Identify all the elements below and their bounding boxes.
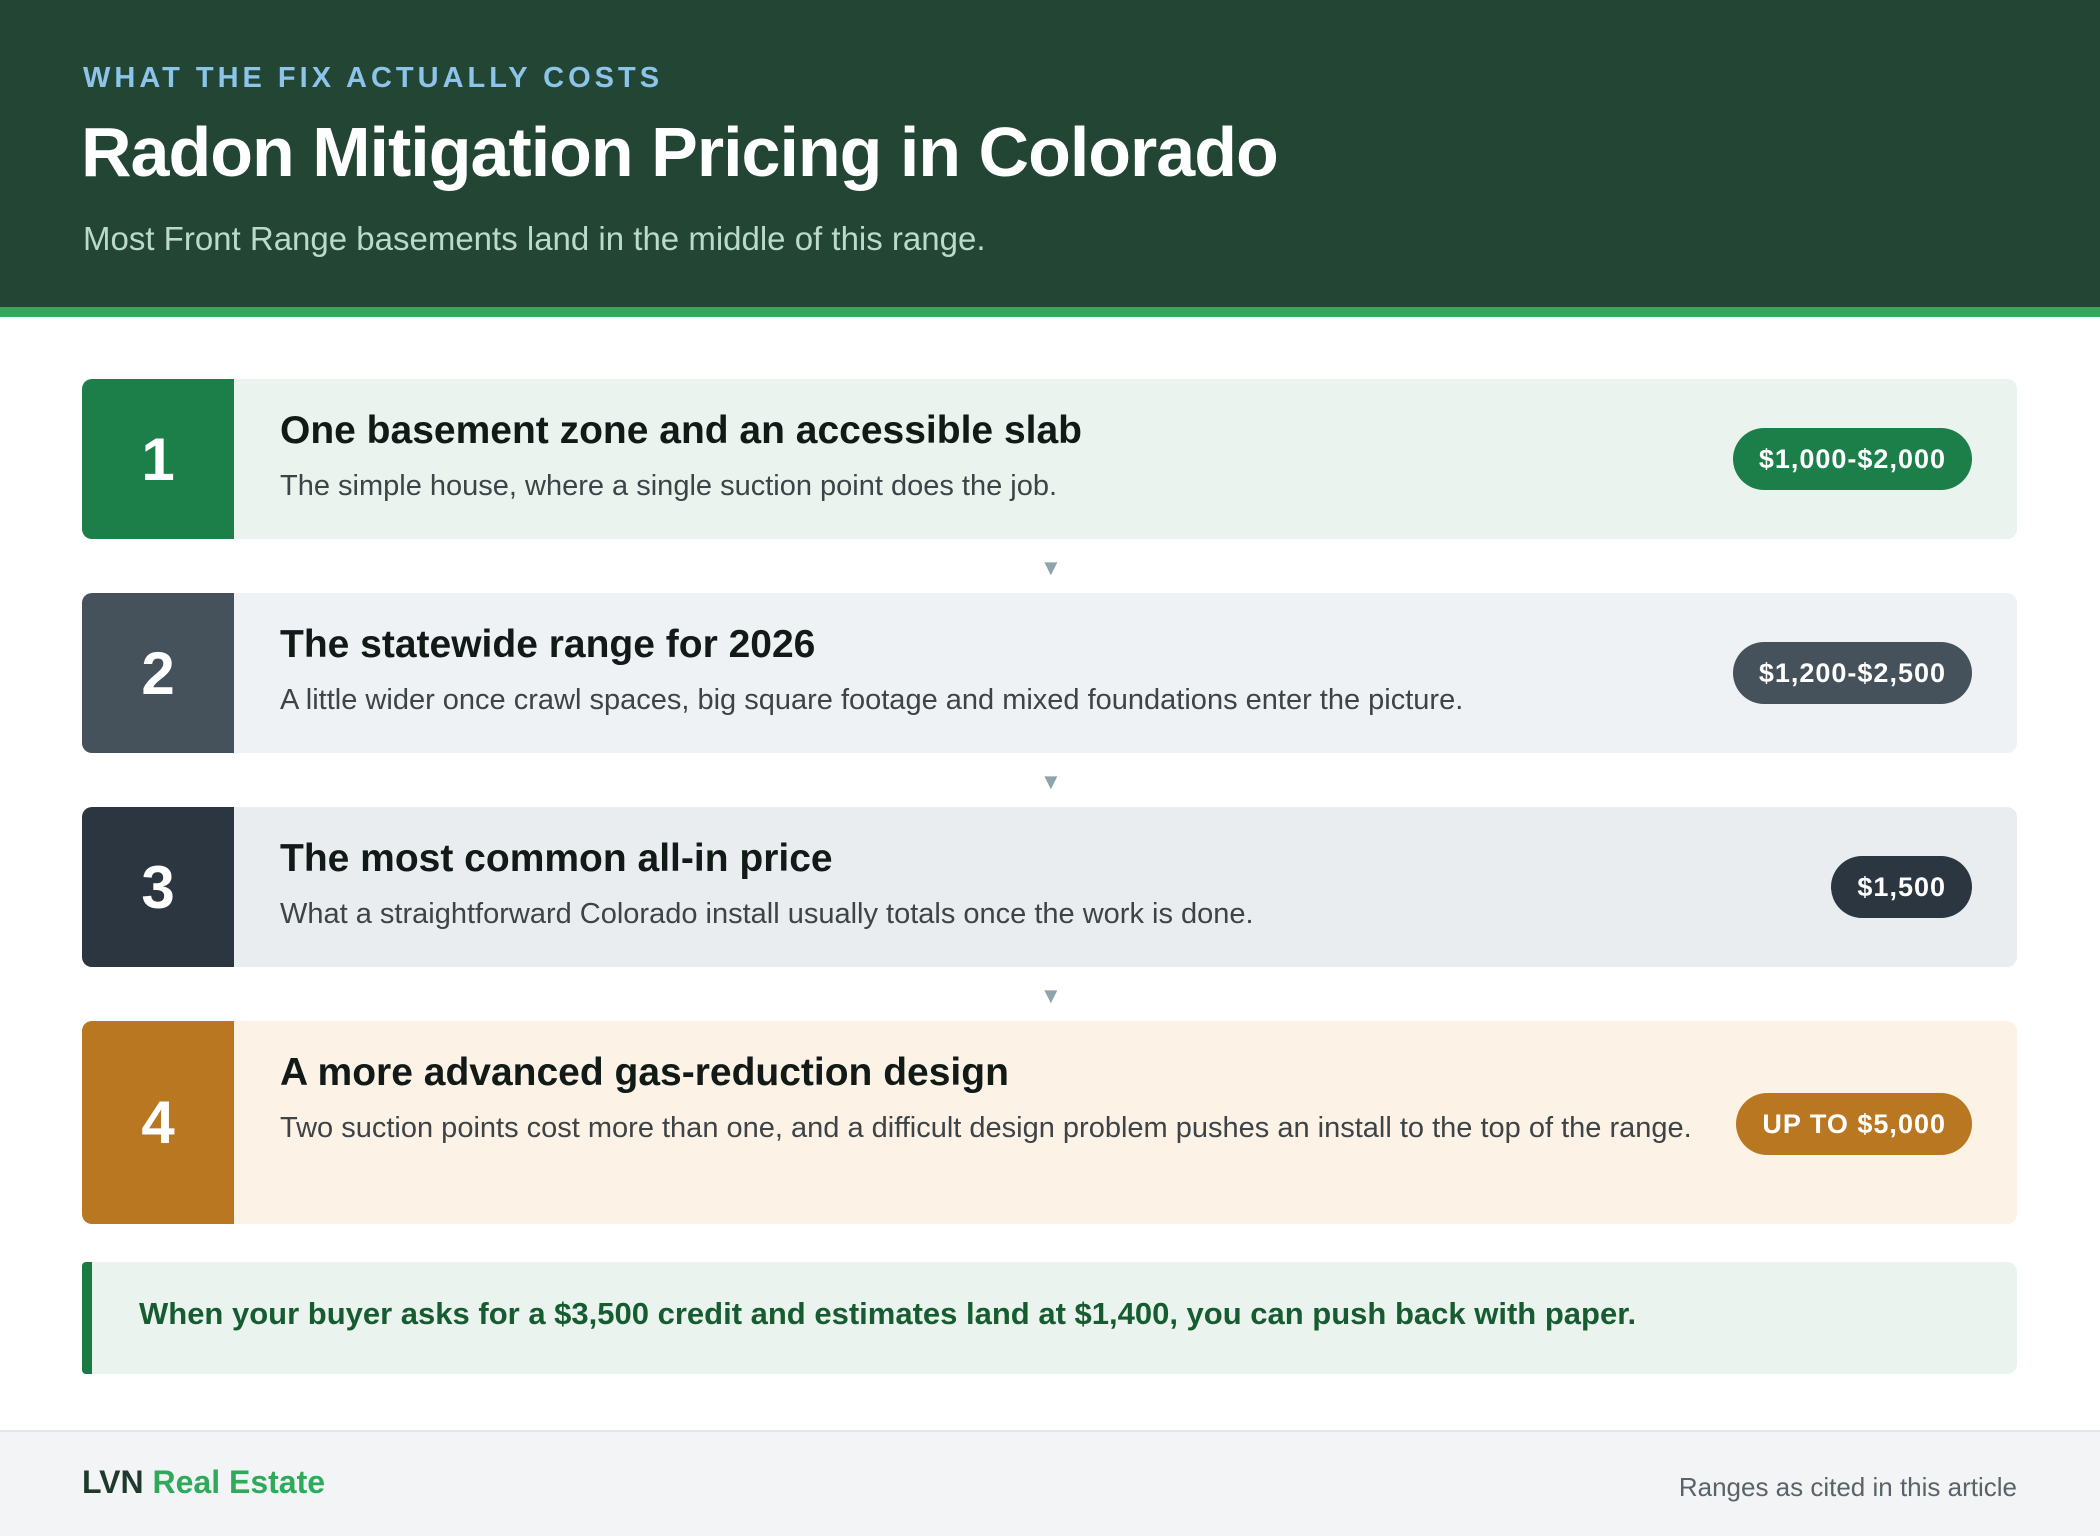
price-tier-card-3: 3 The most common all-in price What a st… — [82, 807, 2017, 967]
brand-logo: LVN Real Estate — [82, 1464, 325, 1501]
tier-title: The most common all-in price — [280, 837, 833, 880]
price-tier-card-1: 1 One basement zone and an accessible sl… — [82, 379, 2017, 539]
brand-name-primary: LVN — [82, 1464, 144, 1500]
footer: LVN Real Estate Ranges as cited in this … — [0, 1430, 2100, 1536]
header-banner: WHAT THE FIX ACTUALLY COSTS Radon Mitiga… — [0, 0, 2100, 317]
source-note: Ranges as cited in this article — [1678, 1472, 2017, 1502]
tier-description: A little wider once crawl spaces, big sq… — [280, 684, 1464, 716]
tier-price-badge: $1,000-$2,000 — [1732, 428, 1972, 490]
down-triangle-icon: ▼ — [1040, 983, 1062, 1008]
callout-text: When your buyer asks for a $3,500 credit… — [139, 1296, 1637, 1331]
tier-description: Two suction points cost more than one, a… — [280, 1112, 1692, 1144]
down-triangle-icon: ▼ — [1040, 555, 1062, 580]
callout-box: When your buyer asks for a $3,500 credit… — [82, 1262, 2017, 1374]
down-triangle-icon: ▼ — [1040, 769, 1062, 794]
price-tier-card-4: 4 A more advanced gas-reduction design T… — [82, 1021, 2017, 1224]
page-subtitle: Most Front Range basements land in the m… — [83, 220, 986, 257]
tier-number-badge: 1 — [82, 379, 234, 539]
page-title: Radon Mitigation Pricing in Colorado — [81, 113, 1279, 191]
tier-title: The statewide range for 2026 — [280, 623, 816, 666]
tier-price-badge: $1,500 — [1831, 856, 1972, 918]
tier-description: What a straightforward Colorado install … — [280, 898, 1254, 930]
tier-number-badge: 4 — [82, 1021, 234, 1224]
tier-number-badge: 2 — [82, 593, 234, 753]
tier-number-badge: 3 — [82, 807, 234, 967]
tier-title: One basement zone and an accessible slab — [280, 409, 1082, 452]
eyebrow-label: WHAT THE FIX ACTUALLY COSTS — [83, 62, 664, 94]
price-tier-card-2: 2 The statewide range for 2026 A little … — [82, 593, 2017, 753]
tier-description: The simple house, where a single suction… — [280, 470, 1058, 502]
brand-name-secondary: Real Estate — [152, 1464, 326, 1500]
tier-price-badge: UP TO $5,000 — [1736, 1093, 1972, 1155]
tier-price-badge: $1,200-$2,500 — [1732, 642, 1972, 704]
tier-title: A more advanced gas-reduction design — [280, 1051, 1009, 1094]
